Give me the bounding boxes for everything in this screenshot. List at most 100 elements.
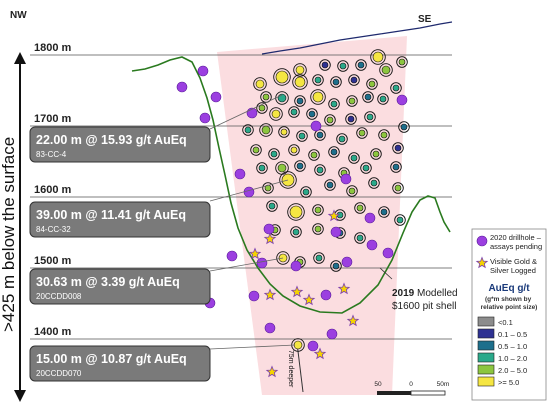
assay-marker [390, 82, 402, 94]
leader-lines [209, 94, 296, 350]
pending-drillhole-dot [256, 257, 268, 269]
elevation-label-1500: 1500 m [34, 255, 72, 267]
assay-marker [300, 186, 312, 198]
pending-drillhole-dot [290, 260, 302, 272]
assay-marker [346, 185, 358, 197]
elevation-label-1700: 1700 m [34, 113, 72, 125]
scale-label-mid: 0 [409, 381, 413, 388]
pending-drillhole-dot [263, 223, 275, 235]
pending-drillhole-dot [382, 247, 394, 259]
assay-markers [242, 49, 410, 352]
scale-bar: 50 0 50m [374, 381, 449, 396]
compass-nw: NW [10, 10, 27, 21]
legend-grade-swatch [477, 376, 495, 387]
drillhole-annotation: 75m deeper [287, 350, 294, 388]
assay-marker [356, 127, 368, 139]
visible-gold-star [290, 285, 304, 298]
assay-marker [242, 124, 254, 136]
visible-gold-star [263, 288, 277, 301]
topography-line [261, 21, 453, 55]
assay-marker [266, 200, 278, 212]
visible-gold-star [327, 209, 341, 222]
visible-gold-star [248, 247, 262, 260]
pit-shell-line [131, 56, 451, 314]
pending-drillhole-dot [396, 94, 408, 106]
assay-marker [396, 56, 408, 68]
intercept-callout-4: 15.00 m @ 10.87 g/t AuEq 20CCDD070 [29, 345, 211, 382]
assay-marker [314, 164, 326, 176]
assay-marker [390, 161, 402, 173]
assay-marker [348, 74, 360, 86]
legend-star-marker [475, 256, 489, 269]
pending-drillhole-dot [320, 289, 332, 301]
assay-marker [324, 179, 336, 191]
pending-drillhole-dot [248, 290, 260, 302]
assay-marker [287, 203, 305, 221]
assay-marker [268, 148, 280, 160]
assay-marker [312, 74, 324, 86]
assay-marker [296, 130, 308, 142]
visible-gold-star [313, 347, 327, 360]
assay-marker [328, 98, 340, 110]
assay-marker [336, 133, 348, 145]
legend-grade-label: 0.1 – 0.5 [498, 330, 527, 339]
assay-marker [379, 63, 393, 77]
assay-marker [364, 111, 376, 123]
assay-marker [250, 144, 262, 156]
intercept-callout-2: 39.00 m @ 11.41 g/t AuEq 84-CC-32 [29, 201, 211, 238]
intercept-hole-2: 84-CC-32 [36, 225, 71, 234]
intercept-text-2: 39.00 m @ 11.41 g/t AuEq [36, 208, 186, 222]
assay-marker [392, 182, 404, 194]
pending-drillhole-dot [364, 212, 376, 224]
assay-marker [330, 260, 342, 272]
legend-grade-swatch [477, 340, 495, 351]
legend-grade-swatch [477, 364, 495, 375]
assay-marker [256, 102, 268, 114]
pending-drillhole-dot [197, 65, 209, 77]
assay-marker [253, 77, 267, 91]
assay-marker [330, 76, 342, 88]
pending-drillhole-dot [199, 112, 211, 124]
visible-gold-star [263, 232, 277, 245]
assay-marker [328, 146, 340, 158]
legend-pending-label: 2020 drillhole – assays pending [490, 233, 543, 251]
assay-marker [278, 126, 290, 138]
assay-marker [308, 149, 320, 161]
legend-pending-marker [476, 235, 488, 247]
assay-marker [398, 121, 410, 133]
assay-marker [294, 160, 306, 172]
leader-line-2 [209, 179, 289, 202]
assay-marker [310, 89, 326, 105]
assay-marker [288, 144, 300, 156]
assay-marker [368, 177, 380, 189]
legend-subtitle: (g*m shown by relative point size) [481, 296, 538, 311]
assay-marker [273, 68, 291, 86]
legend-grade-label: 2.0 – 5.0 [498, 366, 527, 375]
leader-line-1 [209, 94, 283, 130]
pending-drillholes [176, 65, 408, 352]
intercept-text-3: 30.63 m @ 3.39 g/t AuEq [36, 275, 180, 289]
assay-marker [355, 59, 367, 71]
assay-marker [312, 223, 324, 235]
intercept-hole-3: 20CCDD008 [36, 292, 82, 301]
assay-marker [324, 114, 336, 126]
pit-shell-leader [379, 267, 393, 280]
assay-marker [294, 95, 306, 107]
visible-gold-star [346, 314, 360, 327]
elevation-labels: 1800 m 1700 m 1600 m 1500 m 1400 m [34, 42, 72, 338]
assay-marker [377, 93, 389, 105]
legend: 2020 drillhole – assays pending Visible … [471, 228, 547, 401]
intercept-hole-4: 20CCDD070 [36, 369, 82, 378]
pending-drillhole-dot [264, 322, 276, 334]
assay-marker [313, 252, 325, 264]
assay-marker [360, 162, 372, 174]
visible-gold-star [337, 282, 351, 295]
assay-marker [366, 78, 378, 90]
elevation-label-1600: 1600 m [34, 184, 72, 196]
legend-grade-swatch [477, 328, 495, 339]
assay-marker [259, 123, 273, 137]
assay-marker [346, 95, 358, 107]
pending-drillhole-dot [243, 186, 255, 198]
assay-marker [354, 232, 366, 244]
